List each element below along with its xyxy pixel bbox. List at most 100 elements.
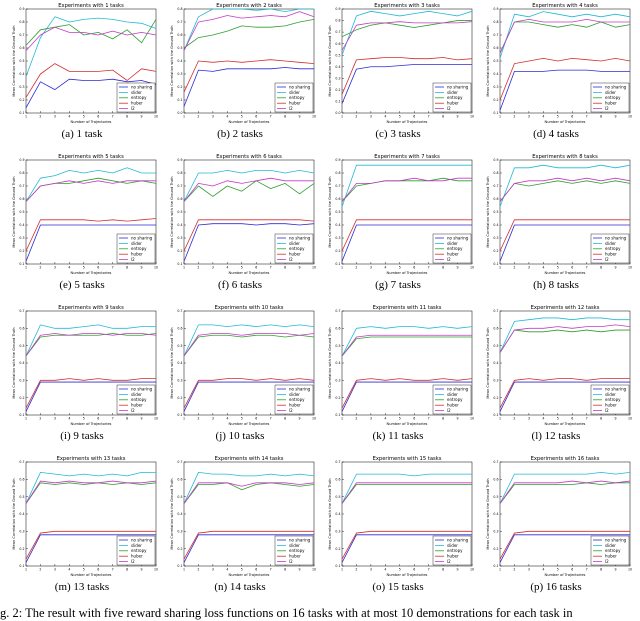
subfigure-caption: (a) 1 task (61, 128, 103, 140)
x-tick-label: 8 (126, 115, 128, 119)
x-tick-label: 1 (25, 417, 27, 421)
y-tick-label: 0.7 (19, 184, 24, 188)
line-chart: Experiments with 8 tasks 0.1 0.2 0.3 0.4 0.5 0… (486, 154, 632, 275)
line-chart: Experiments with 12 tasks 0.1 0.2 0.3 0.4 0.5… (486, 305, 632, 426)
x-tick-label: 2 (39, 115, 41, 119)
chart-panel: Experiments with 6 tasks 0.1 0.2 0.3 0.4 0.5 0… (162, 153, 318, 303)
series-line-huber (183, 219, 315, 252)
series-line-l2 (183, 333, 315, 357)
legend-entry: l2 (447, 106, 451, 111)
x-tick-label: 2 (513, 115, 515, 119)
x-tick-label: 6 (97, 266, 99, 270)
x-tick-label: 3 (370, 417, 372, 421)
y-tick-label: 0.8 (177, 7, 182, 11)
series-line-slider (499, 11, 631, 59)
y-tick-label: 0.3 (19, 236, 24, 240)
x-tick-label: 9 (457, 417, 459, 421)
legend-entry: no sharing (447, 537, 469, 542)
series-line-slider (341, 326, 473, 357)
y-tick-label: 0.5 (493, 59, 498, 63)
legend-entry: slider (447, 543, 458, 548)
legend-entry: slider (131, 241, 142, 246)
x-tick-label: 9 (299, 568, 301, 572)
x-tick-label: 2 (355, 568, 357, 572)
y-tick-label: 0.5 (493, 210, 498, 214)
x-tick-label: 10 (154, 417, 158, 421)
y-tick-label: 0.2 (335, 396, 340, 400)
chart-title: Experiments with 16 tasks (531, 456, 600, 462)
chart-panel: Experiments with 2 tasks 0.0 0.1 0.2 0.3 0.4 0… (162, 2, 318, 152)
x-tick-label: 6 (255, 115, 257, 119)
legend-entry: entropy (605, 397, 621, 402)
x-tick-label: 8 (442, 266, 444, 270)
x-tick-label: 6 (413, 568, 415, 572)
y-tick-label: 0.2 (493, 396, 498, 400)
y-tick-label: 0.6 (177, 326, 182, 330)
y-axis-label: Mean Correlation with the Ground Truth (12, 478, 16, 549)
subfigure-caption: (p) 16 tasks (530, 581, 582, 593)
legend-entry: entropy (605, 548, 621, 553)
legend-entry: no sharing (131, 235, 153, 240)
x-tick-label: 1 (25, 266, 27, 270)
chart-panel: Experiments with 14 tasks 0.1 0.2 0.3 0.4 0.5… (162, 455, 318, 605)
y-axis-label: Mean Correlation with the Ground Truth (486, 478, 490, 549)
x-tick-label: 7 (270, 266, 272, 270)
y-tick-label: 0.8 (19, 20, 24, 24)
series-line-slider (341, 473, 472, 504)
x-tick-label: 9 (615, 568, 617, 572)
y-tick-label: 0.2 (177, 396, 182, 400)
series-line-entropy (341, 336, 472, 357)
series-line-no-sharing (25, 534, 156, 563)
y-tick-label: 0.2 (335, 547, 340, 551)
x-axis-label: Number of Trajectories (545, 120, 586, 124)
x-axis-label: Number of Trajectories (71, 422, 112, 426)
x-axis-label: Number of Trajectories (387, 422, 428, 426)
x-tick-label: 1 (499, 115, 501, 119)
legend-entry: slider (289, 543, 300, 548)
x-tick-label: 4 (68, 115, 70, 119)
legend-entry: huber (131, 101, 143, 106)
y-tick-label: 0.7 (19, 33, 24, 37)
legend-entry: l2 (605, 257, 609, 262)
legend-entry: slider (289, 392, 300, 397)
legend-entry: slider (289, 90, 300, 95)
y-axis-label: Mean Correlation with the Ground Truth (170, 327, 174, 398)
x-tick-label: 6 (255, 417, 257, 421)
chart-panel: Experiments with 7 tasks 0.1 0.2 0.3 0.4 0.5 0… (320, 153, 476, 303)
y-axis-label: Mean Correlation with the Ground Truth (328, 478, 332, 549)
series-line-no-sharing (341, 534, 472, 563)
x-tick-label: 1 (183, 115, 185, 119)
x-tick-label: 8 (126, 266, 128, 270)
legend-entry: no sharing (131, 537, 153, 542)
legend-entry: entropy (605, 95, 621, 100)
legend-entry: entropy (131, 95, 147, 100)
x-tick-label: 1 (499, 568, 501, 572)
line-chart: Experiments with 2 tasks 0.0 0.1 0.2 0.3 0.4 0… (170, 3, 316, 124)
y-tick-label: 0.4 (177, 223, 182, 227)
x-tick-label: 1 (499, 417, 501, 421)
series-line-slider (341, 10, 473, 56)
x-tick-label: 7 (428, 115, 430, 119)
y-tick-label: 0.9 (177, 158, 182, 162)
y-tick-label: 0.1 (177, 564, 182, 568)
x-tick-label: 6 (413, 266, 415, 270)
series-line-entropy (183, 482, 315, 504)
y-tick-label: 0.4 (177, 59, 182, 63)
x-tick-label: 6 (413, 115, 415, 119)
series-line-l2 (341, 334, 472, 357)
x-tick-label: 10 (470, 417, 474, 421)
y-tick-label: 0.1 (177, 413, 182, 417)
x-tick-label: 4 (226, 266, 228, 270)
y-tick-label: 0.4 (493, 361, 498, 365)
x-tick-label: 10 (312, 568, 316, 572)
y-tick-label: 0.8 (335, 19, 340, 23)
y-tick-label: 0.9 (493, 7, 498, 11)
y-tick-label: 0.4 (335, 512, 340, 516)
x-tick-label: 3 (212, 568, 214, 572)
legend-entry: huber (605, 101, 617, 106)
series-line-l2 (183, 11, 315, 51)
series-line-entropy (341, 20, 472, 38)
x-tick-label: 10 (628, 568, 632, 572)
y-axis-label: Mean Correlation with the Ground Truth (170, 25, 174, 96)
